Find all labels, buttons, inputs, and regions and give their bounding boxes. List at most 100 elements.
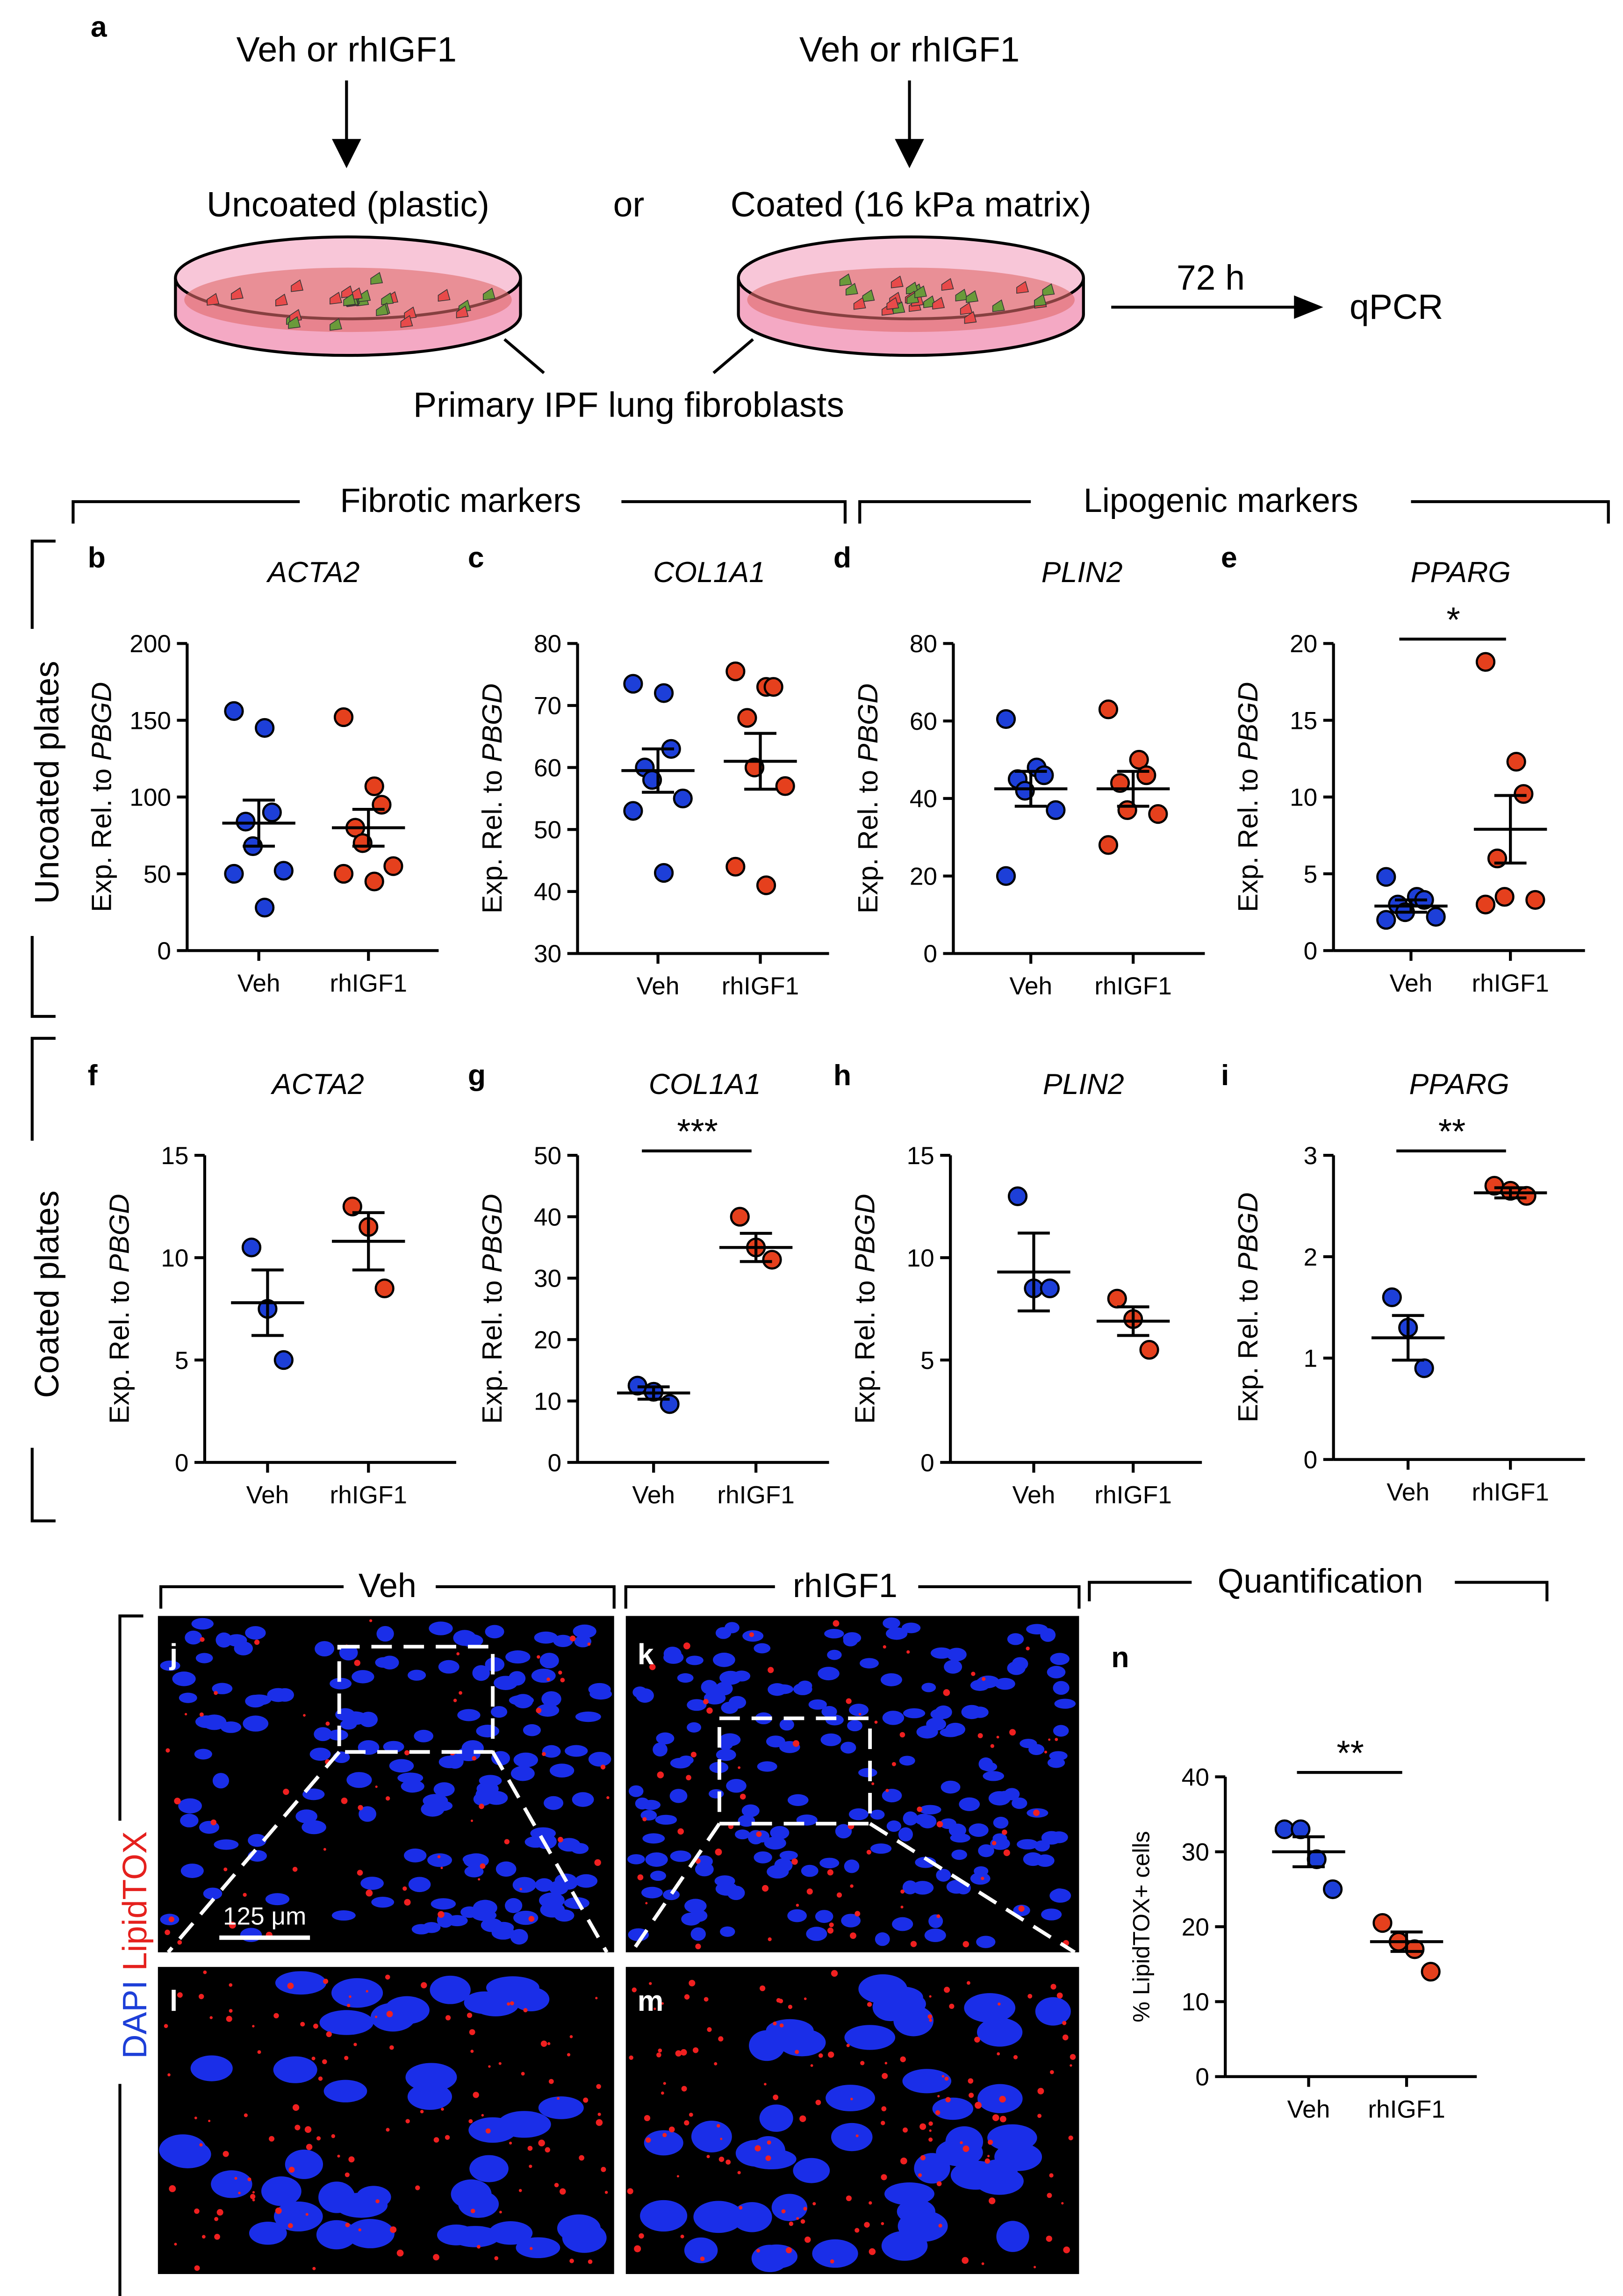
cell [370,272,383,285]
y-axis-label-text: Exp. Rel. to [476,770,508,914]
nucleus [903,1708,926,1719]
lipid [938,2224,942,2228]
lipid [209,2016,213,2019]
panel-label: l [170,1985,178,2017]
nucleus [538,2096,584,2119]
lipid [836,1892,842,1898]
chart-title: PLIN2 [1043,1068,1124,1101]
nucleus [318,2181,355,2213]
lipid [977,1733,983,1738]
nucleus [429,1621,453,1635]
section-title: Quantification [1218,1562,1423,1600]
y-tick-label: 30 [534,1265,561,1293]
nucleus [831,2123,873,2152]
lipid [445,2015,451,2021]
nucleus [844,2025,896,2050]
cell [839,273,852,286]
y-tick-label: 0 [923,940,937,968]
nucleus [265,1893,290,1906]
y-tick-label: 200 [129,630,171,658]
panel-label: k [638,1638,654,1671]
cell [291,279,304,292]
lipid [558,1836,563,1843]
nucleus [248,1834,267,1847]
y-axis-label-gene: PBGD [476,684,508,762]
lipid [1044,1750,1048,1754]
nucleus [438,1660,460,1674]
lipid [303,1714,306,1717]
nucleus [974,1866,989,1876]
significance: ** [1438,1112,1465,1151]
lipid [984,2158,990,2164]
lipid [169,2185,176,2192]
data-point [775,776,795,796]
nucleus [926,1717,947,1731]
nucleus [273,2201,323,2231]
y-tick-label: 60 [910,708,937,735]
lipid [796,1903,799,1907]
lipid [479,1803,484,1809]
y-tick-label: 5 [920,1347,934,1375]
nucleus [714,1875,735,1887]
lipid [929,2129,932,2132]
lipid [165,1748,170,1753]
data-point [1139,1340,1159,1360]
y-axis-label: Exp. Rel. to PBGD [849,1194,881,1424]
lipid [252,2191,255,2194]
lipid [545,2147,550,2153]
nucleus [549,1880,568,1895]
lipid [756,1831,762,1837]
y-tick-label: 3 [1304,1142,1318,1170]
lipid [1061,2202,1064,2205]
nucleus [191,1618,214,1630]
panel-label: n [1111,1641,1129,1674]
data-point [1514,784,1534,804]
x-tick-label: Veh [1013,1482,1056,1509]
lipid [294,2124,301,2130]
nucleus [928,1914,943,1929]
cell [343,293,356,306]
lipid [869,2201,872,2205]
nucleus [756,2244,798,2269]
lipid [168,1916,174,1922]
lipid [718,2036,724,2042]
lipid [987,2155,990,2158]
y-tick-label: 20 [1182,1914,1209,1941]
nucleus [919,1805,941,1815]
lipid [642,1817,647,1821]
lipid [684,1994,690,2000]
lipid [194,2116,197,2120]
nucleus [562,2223,607,2253]
lipid [929,2019,933,2022]
row-label: Coated plates [29,1190,66,1398]
nucleus [510,1929,528,1945]
nucleus [941,1780,961,1794]
x-tick-label: rhIGF1 [1094,972,1171,1000]
lipid [998,2002,1001,2006]
data-point [1516,1186,1537,1206]
cell [438,288,451,302]
nucleus [983,1771,1005,1781]
lipid [700,2256,705,2261]
nucleus [476,1725,500,1738]
lipid [906,1650,910,1654]
nucleus [945,1722,966,1736]
lipid [829,1922,834,1928]
panel-label: i [1221,1059,1229,1092]
lipid [273,2013,279,2019]
x-tick-label: rhIGF1 [1472,1478,1549,1506]
y-axis-label: Exp. Rel. to PBGD [476,684,508,914]
lipid [587,1642,591,1646]
nucleus [1050,1653,1070,1665]
nucleus [644,2130,683,2156]
lipid [810,2064,813,2067]
y-tick-label: 40 [534,878,561,906]
y-axis-label-text: % LipidTOX+ cells [1128,1831,1155,2022]
nucleus [185,1630,202,1645]
y-axis-label-text: Exp. Rel. to [849,1280,881,1424]
cell [207,293,220,306]
lipid [467,2013,473,2018]
nucleus [319,2010,374,2035]
lipid [918,2173,922,2177]
lipid [199,1712,204,1717]
